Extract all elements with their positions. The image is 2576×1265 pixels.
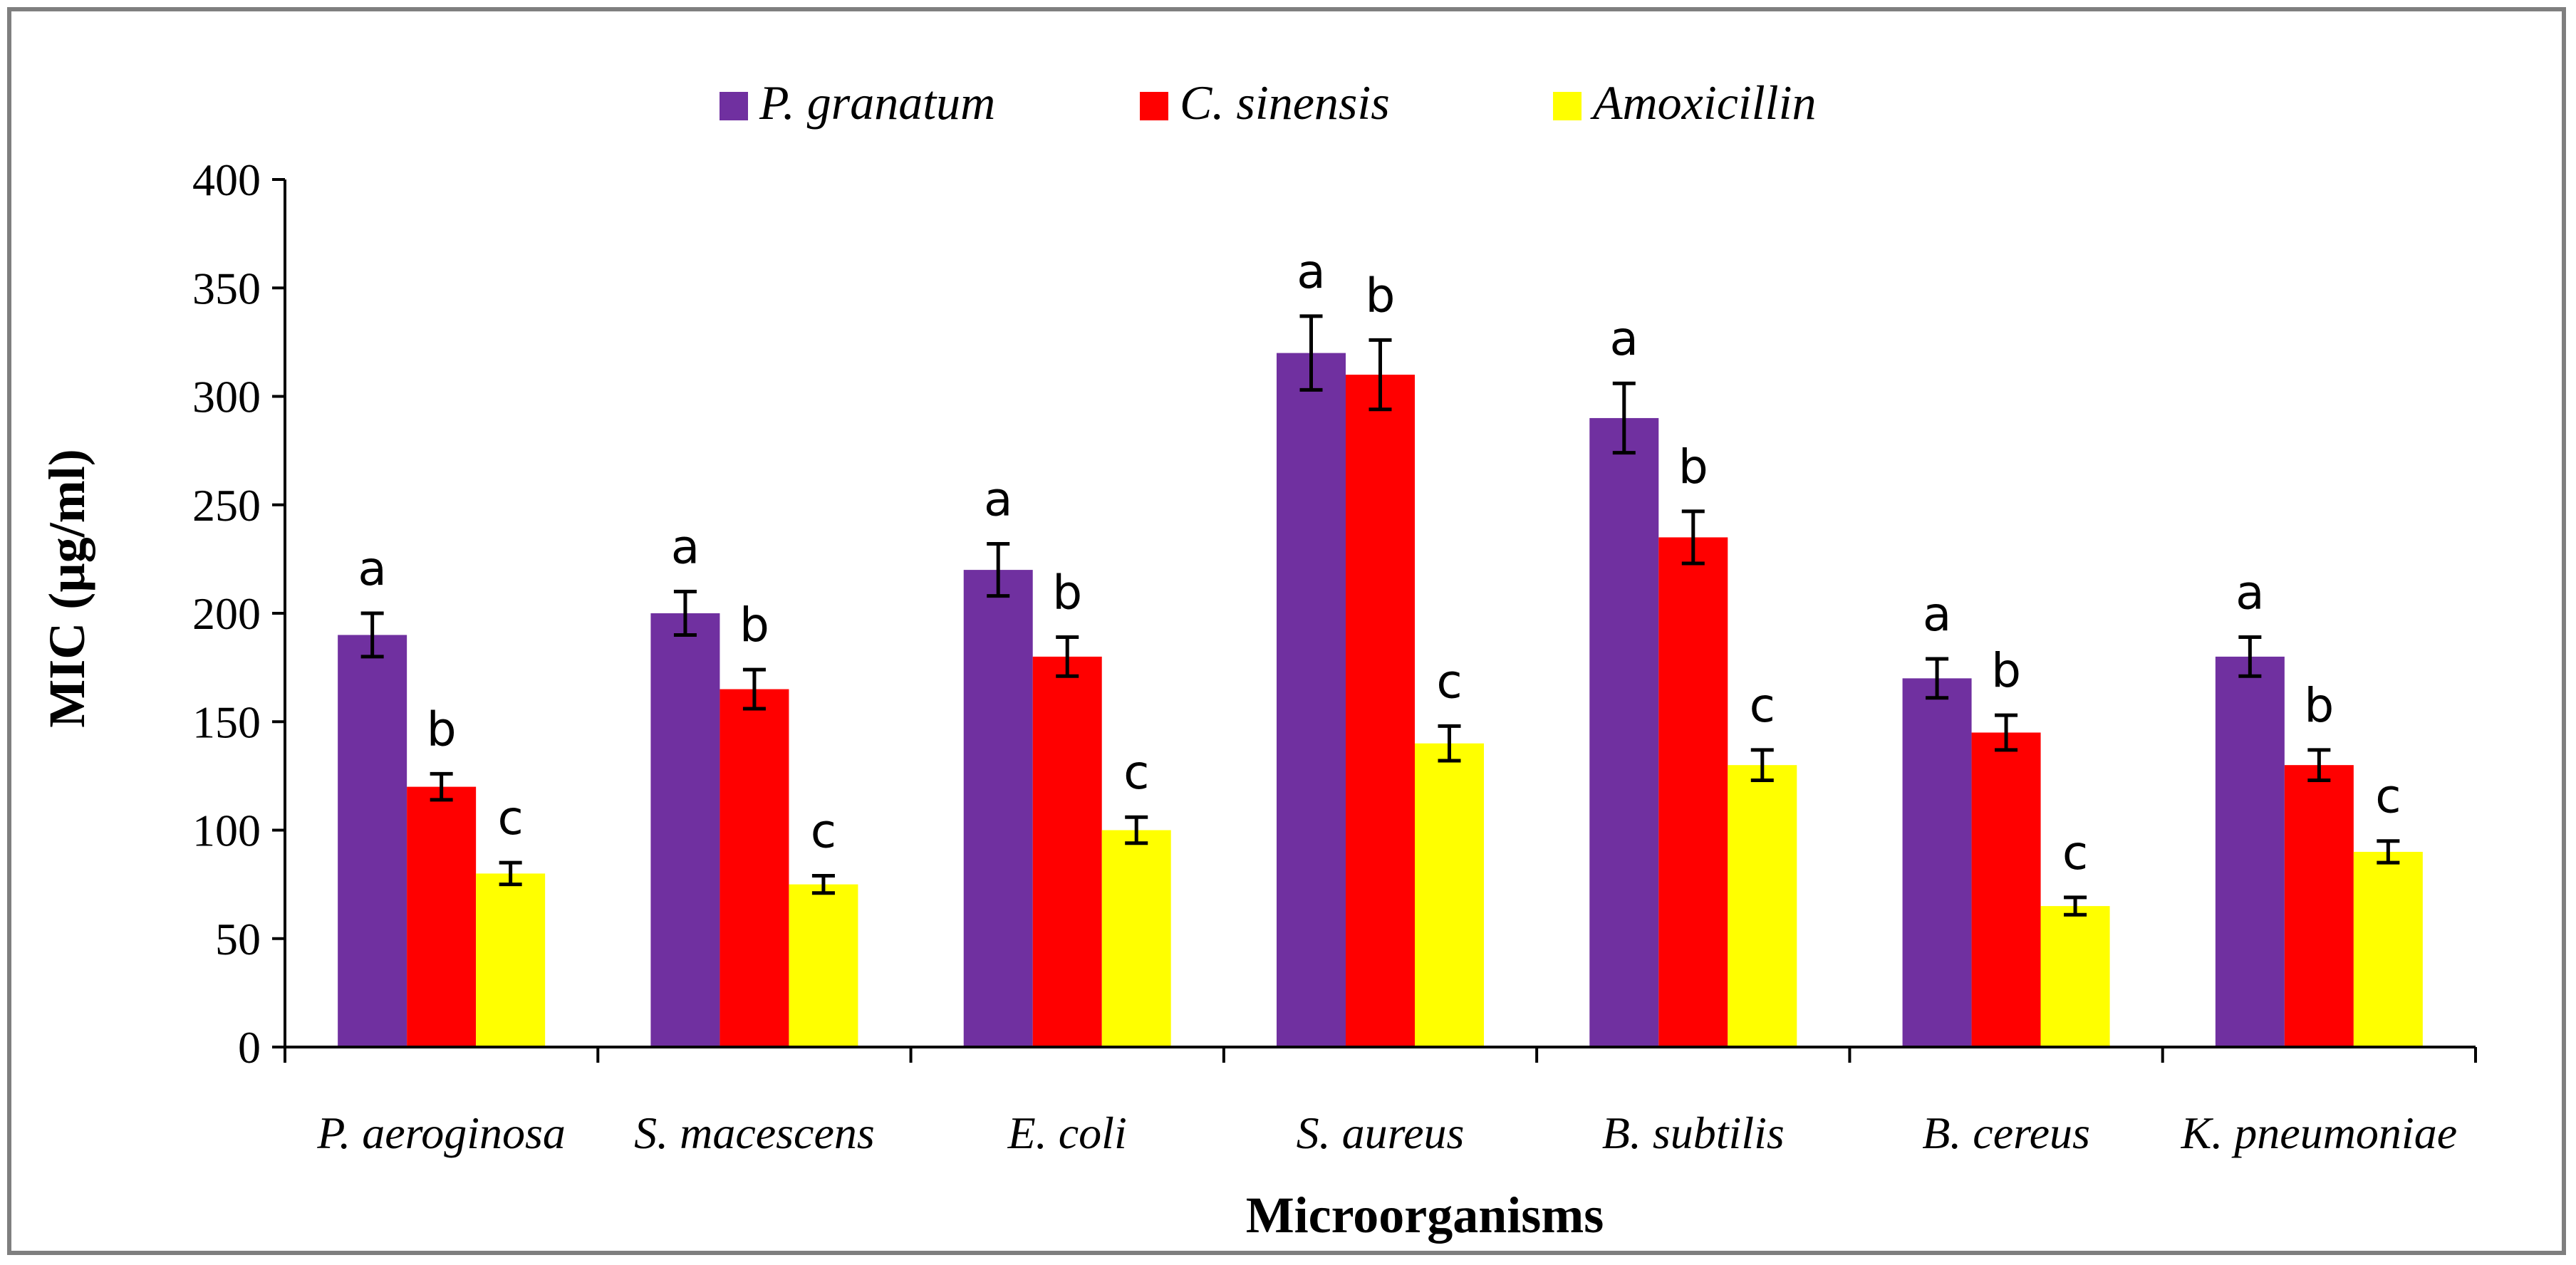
- significance-label: b: [427, 702, 457, 756]
- significance-label: c: [811, 803, 836, 858]
- legend-swatch: [720, 92, 748, 120]
- significance-label: a: [671, 520, 700, 575]
- bar: [963, 570, 1033, 1047]
- significance-label: b: [1991, 643, 2021, 698]
- bar: [1902, 678, 1972, 1047]
- significance-label: b: [2304, 678, 2334, 733]
- bar: [789, 884, 858, 1047]
- significance-label: c: [497, 791, 523, 845]
- x-axis: P. aeroginosa S. macescens E. coli S. aureu…: [284, 1046, 2477, 1158]
- y-tick-label: 250: [192, 480, 261, 531]
- bar: [1346, 375, 1415, 1047]
- bar: [476, 873, 546, 1047]
- bar: [2284, 765, 2354, 1047]
- y-tick-label: 200: [192, 588, 261, 639]
- significance-label: a: [358, 541, 386, 596]
- significance-label: c: [1750, 678, 1775, 733]
- legend-swatch: [1140, 92, 1168, 120]
- significance-label: a: [1923, 587, 1951, 642]
- bar: [1277, 353, 1346, 1048]
- bar: [1101, 830, 1171, 1047]
- legend-label: P. granatum: [759, 76, 995, 130]
- y-tick-label: 150: [192, 697, 261, 747]
- bar: [407, 786, 477, 1047]
- significance-label: c: [2062, 826, 2088, 880]
- bar: [1589, 417, 1659, 1047]
- x-category-label: B. cereus: [1922, 1108, 2090, 1158]
- x-category-label: P. aeroginosa: [316, 1108, 565, 1158]
- significance-label: c: [1123, 745, 1149, 800]
- y-tick-label: 350: [192, 263, 261, 313]
- bar: [720, 689, 789, 1047]
- significance-label: a: [1610, 311, 1638, 366]
- legend-label: Amoxicillin: [1590, 76, 1816, 130]
- y-tick-label: 100: [192, 806, 261, 856]
- y-tick-label: 300: [192, 372, 261, 422]
- x-category-label: B. subtilis: [1602, 1108, 1785, 1158]
- significance-label: b: [1366, 268, 1396, 323]
- legend: P. granatum C. sinensis Amoxicillin: [720, 76, 1816, 130]
- y-tick-label: 400: [192, 155, 261, 205]
- x-category-label: E. coli: [1007, 1108, 1127, 1158]
- x-category-label: S. aureus: [1297, 1108, 1465, 1158]
- significance-label: b: [1678, 439, 1708, 494]
- significance-label: c: [2375, 769, 2401, 824]
- bar: [1415, 743, 1484, 1047]
- y-tick-label: 50: [215, 914, 261, 964]
- bar: [1658, 537, 1728, 1047]
- x-category-label: K. pneumoniae: [2181, 1108, 2458, 1158]
- legend-swatch: [1553, 92, 1582, 120]
- x-category-label: S. macescens: [634, 1108, 875, 1158]
- significance-label: b: [1052, 565, 1082, 620]
- bar: [2353, 851, 2423, 1047]
- bar: [1032, 656, 1102, 1047]
- significance-label: a: [2235, 565, 2264, 620]
- bar: [338, 635, 407, 1047]
- y-axis: 0 50 100 150 200 250 300 350 400: [192, 155, 286, 1073]
- significance-label: b: [739, 598, 769, 652]
- bar: [650, 613, 720, 1047]
- legend-label: C. sinensis: [1180, 76, 1390, 130]
- x-axis-label: Microorganisms: [1246, 1187, 1604, 1244]
- y-tick-label: 0: [238, 1022, 261, 1073]
- bar: [1728, 765, 1797, 1047]
- significance-label: c: [1436, 654, 1462, 709]
- significance-label: a: [1297, 244, 1325, 299]
- y-axis-label: MIC (µg/ml): [38, 449, 95, 727]
- bar: [1971, 732, 2041, 1047]
- bar: [2040, 906, 2110, 1047]
- bar: [2215, 656, 2285, 1047]
- significance-label: a: [984, 472, 1012, 527]
